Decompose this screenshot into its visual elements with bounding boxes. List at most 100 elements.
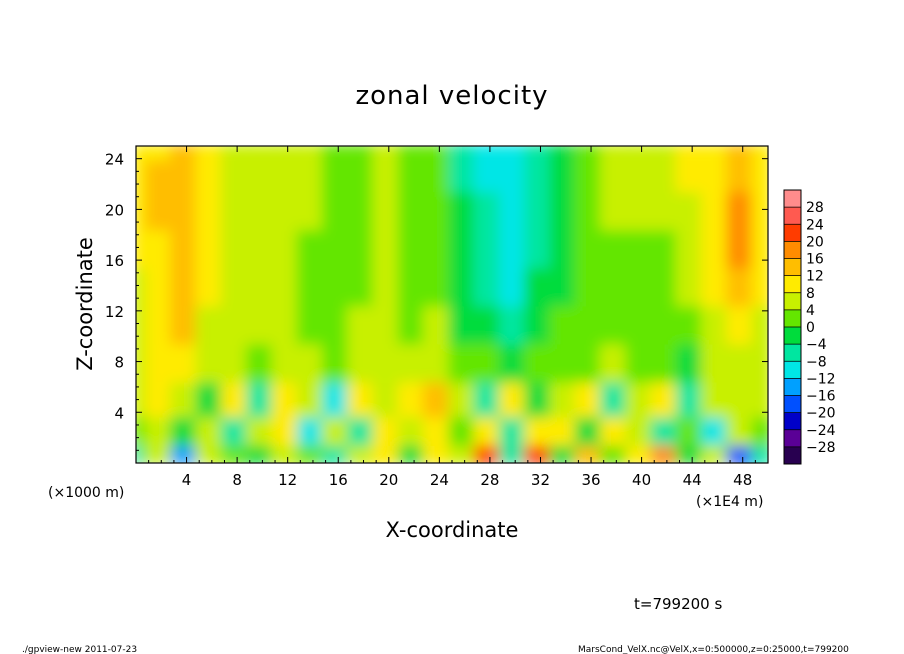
heatmap-cell — [347, 442, 380, 463]
heatmap-cell — [397, 442, 431, 463]
x-tick-label: 44 — [683, 471, 702, 489]
heatmap-cell — [701, 146, 734, 161]
colorbar-band — [784, 327, 801, 345]
colorbar-label: −12 — [806, 371, 836, 387]
y-axis-ticks: 4 8 12 16 20 24 — [105, 151, 768, 451]
colorbar-label: −4 — [806, 337, 827, 353]
x-tick-label: 12 — [278, 471, 297, 489]
heatmap-cell — [751, 442, 768, 463]
heatmap-cell — [397, 146, 431, 161]
colorbar-band — [784, 378, 801, 396]
heatmap-cell — [498, 146, 532, 161]
colorbar-band — [784, 309, 801, 328]
heatmap-cell — [549, 146, 583, 161]
chart-title: zonal velocity — [355, 81, 548, 111]
y-tick-label: 24 — [105, 151, 124, 169]
heatmap-cell — [751, 340, 768, 383]
heatmap-cell — [448, 146, 482, 161]
y-tick-label: 20 — [105, 201, 124, 219]
heatmap-cell — [170, 442, 203, 463]
colorbar-label: −16 — [806, 389, 836, 405]
heatmap-cell — [751, 378, 768, 418]
colorbar-label: 20 — [806, 234, 824, 250]
source-label: MarsCond_VelX.nc@VelX,x=0:500000,z=0:250… — [578, 645, 849, 654]
heatmap-cell — [195, 442, 229, 463]
heatmap-cell — [321, 442, 355, 463]
colorbar-label: −24 — [806, 423, 836, 439]
colorbar-label: −20 — [806, 406, 836, 422]
colorbar-label: 24 — [806, 217, 824, 233]
colorbar-band — [784, 292, 801, 311]
heatmap-field — [136, 146, 768, 463]
colorbar-label: −8 — [806, 354, 827, 370]
heatmap-cell — [245, 442, 279, 463]
heatmap-cell — [549, 442, 583, 463]
heatmap-cell — [372, 146, 406, 161]
heatmap-cell — [422, 146, 456, 161]
heatmap-cell — [144, 442, 178, 463]
heatmap-cell — [296, 146, 330, 161]
x-tick-label: 20 — [379, 471, 398, 489]
x-tick-label: 16 — [329, 471, 348, 489]
x-axis-label: X-coordinate — [386, 518, 519, 542]
heatmap-cell — [220, 146, 254, 161]
heatmap-cell — [372, 442, 406, 463]
y-tick-label: 16 — [105, 252, 124, 270]
colorbar-band — [784, 395, 801, 414]
y-tick-label: 8 — [114, 354, 124, 372]
y-axis-label: Z-coordinate — [73, 237, 97, 371]
heatmap-cell — [574, 146, 608, 161]
colorbar-band — [784, 344, 801, 362]
heatmap-cell — [271, 146, 305, 161]
x-tick-label: 36 — [581, 471, 600, 489]
heatmap-cell — [751, 302, 768, 345]
heatmap-cell — [271, 442, 305, 463]
heatmap-cell — [473, 442, 507, 463]
heatmap-cell — [701, 442, 734, 463]
heatmap-cell — [625, 442, 659, 463]
heatmap-cell — [751, 226, 768, 269]
colorbar-label: 16 — [806, 252, 824, 268]
y-unit-note: (×1000 m) — [48, 485, 124, 501]
heatmap-cell — [347, 146, 380, 161]
heatmap-cell — [220, 442, 254, 463]
heatmap-cell — [321, 146, 355, 161]
heatmap-cell — [473, 146, 507, 161]
heatmap-cell — [498, 442, 532, 463]
x-tick-label: 4 — [182, 471, 192, 489]
heatmap-cell — [675, 442, 709, 463]
heatmap-cell — [726, 146, 760, 161]
heatmap-cell — [650, 146, 684, 161]
heatmap-cell — [726, 442, 760, 463]
heatmap-cell — [625, 146, 659, 161]
colorbar-band — [784, 275, 801, 294]
x-axis-ticks: 4 8 12 16 20 24 28 32 36 40 44 48 — [148, 146, 756, 489]
heatmap-cell — [448, 442, 482, 463]
heatmap-cell — [675, 146, 709, 161]
heatmap-cell — [751, 156, 768, 193]
colorbar-label: 12 — [806, 269, 824, 285]
colorbar-label: 28 — [806, 200, 824, 216]
colorbar-band — [784, 224, 801, 242]
y-tick-label: 4 — [114, 404, 124, 422]
heatmap-cell — [751, 264, 768, 307]
x-unit-note: (×1E4 m) — [696, 494, 763, 510]
heatmap-cell — [144, 146, 178, 161]
x-tick-label: 48 — [733, 471, 752, 489]
colorbar-band — [784, 412, 801, 431]
time-label: t=799200 s — [634, 595, 722, 613]
colorbar-band — [784, 258, 801, 277]
x-tick-label: 28 — [480, 471, 499, 489]
colorbar-label: 0 — [806, 320, 815, 336]
heatmap-cell — [245, 146, 279, 161]
colorbar-label: 8 — [806, 286, 815, 302]
heatmap-cell — [524, 442, 557, 463]
x-tick-label: 40 — [632, 471, 651, 489]
colorbar-band — [784, 207, 801, 225]
x-tick-label: 8 — [232, 471, 242, 489]
heatmap-cell — [751, 146, 768, 161]
heatmap-cell — [751, 188, 768, 231]
